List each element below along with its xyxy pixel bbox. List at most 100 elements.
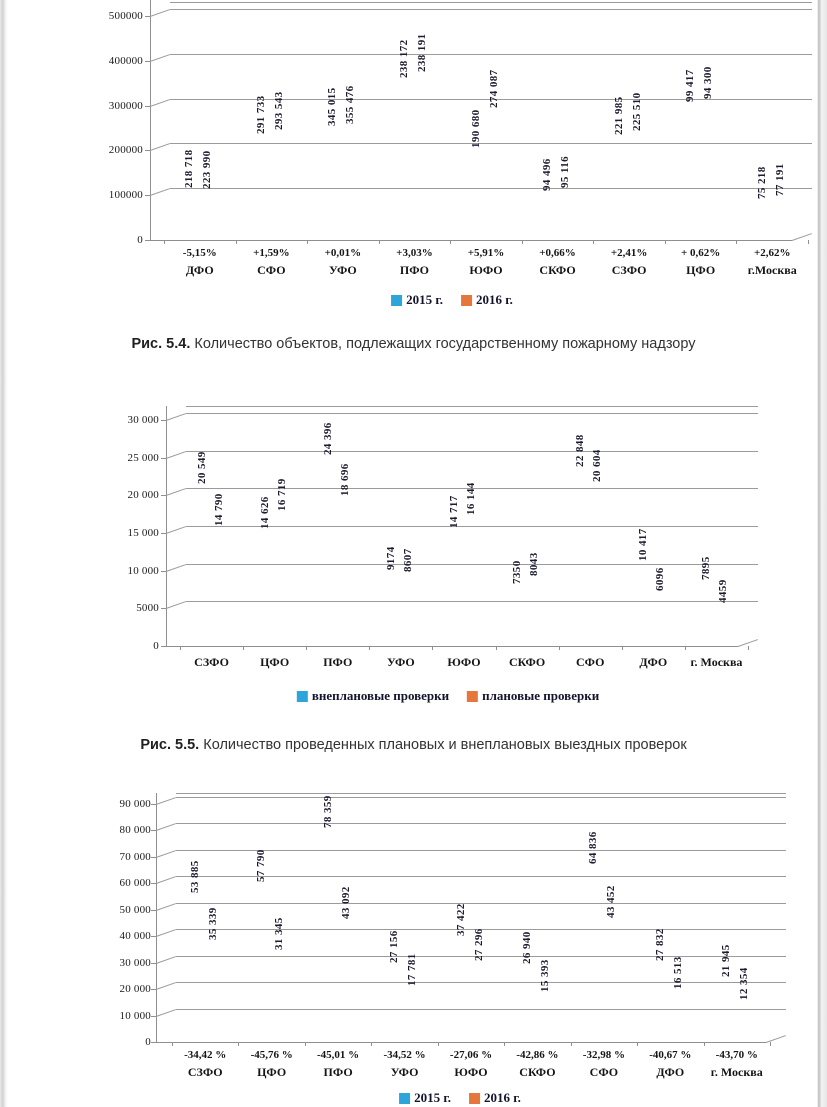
- bar-value-label: 9174: [384, 546, 397, 570]
- gridline: [176, 955, 786, 957]
- x-axis-category-tick: [808, 240, 809, 244]
- y-tick-label: 400000: [108, 54, 143, 67]
- legend-item: 2016 г.: [461, 292, 513, 308]
- bar-value-label: 291 733: [254, 94, 267, 134]
- bar-value-label: 37 422: [454, 903, 467, 937]
- category-change-percent-label: +1,59%: [253, 247, 290, 259]
- x-axis-category-tick: [369, 646, 371, 650]
- bar-2016 г.: [485, 115, 502, 238]
- category-label: ДФО: [185, 263, 214, 277]
- legend-item: 2015 г.: [399, 1090, 451, 1106]
- y-tick-label: 300000: [108, 99, 143, 112]
- x-axis-category-tick: [164, 240, 165, 244]
- bar-2016 г.: [628, 138, 645, 238]
- bar-value-label: 24 396: [321, 422, 334, 456]
- x-axis-category-tick: [172, 1042, 173, 1046]
- bar-2015 г.: [684, 109, 701, 240]
- x-axis-category-tick: [504, 1042, 506, 1046]
- legend-item: плановые проверки: [467, 688, 599, 704]
- bar-2016 г.: [271, 957, 288, 1040]
- gridline: [176, 876, 786, 878]
- bar-плановые проверки: [463, 522, 479, 644]
- bar-плановые проверки: [211, 533, 227, 644]
- category-change-percent-label: -34,52 %: [383, 1049, 426, 1061]
- bar-2015 г.: [469, 155, 486, 240]
- bar-value-label: 4459: [717, 579, 730, 604]
- bar-2016 г.: [199, 196, 216, 238]
- gridline-depth-connector: [149, 143, 171, 152]
- bar-value-label: 7350: [511, 560, 524, 584]
- y-axis-tick: [161, 457, 166, 459]
- figure-caption-5-5: Рис. 5.5. Количество проведенных плановы…: [0, 737, 827, 753]
- bar-value-label: 20 604: [591, 449, 604, 482]
- bar-2015 г.: [653, 968, 670, 1042]
- category-change-percent-label: +2,41%: [610, 247, 648, 259]
- floor-right-depth-edge: [765, 1035, 787, 1043]
- x-axis-category-tick: [593, 240, 595, 244]
- x-axis-category-tick: [495, 646, 497, 650]
- gridline: [170, 143, 812, 145]
- y-tick-label: 30 000: [119, 956, 151, 969]
- x-axis-category-tick: [637, 1042, 639, 1046]
- bar-2016 г.: [413, 79, 430, 238]
- bar-value-label: 12 354: [738, 967, 751, 1001]
- legend-label: плановые проверки: [482, 688, 600, 703]
- bar-2016 г.: [404, 993, 421, 1040]
- bar-плановые проверки: [715, 610, 731, 644]
- category-label: ПФО: [323, 1065, 353, 1079]
- category-label: УФО: [387, 655, 415, 669]
- y-tick-label: 100000: [108, 189, 143, 202]
- y-axis-tick: [151, 1015, 156, 1017]
- bar-2015 г.: [720, 984, 737, 1042]
- gridline-depth-connector: [165, 488, 187, 497]
- bar-value-label: 77 191: [773, 163, 786, 197]
- y-tick-label: 30 000: [127, 414, 159, 426]
- gridline: [170, 98, 812, 100]
- bar-2016 г.: [342, 131, 359, 238]
- figure-label: Рис. 5.4.: [131, 336, 191, 352]
- bar-внеплановые проверки: [259, 536, 275, 646]
- figure-caption-text: Количество проведенных плановых и внепла…: [199, 737, 687, 753]
- bar-value-label: 221 985: [612, 96, 625, 135]
- x-axis-category-tick: [664, 240, 666, 244]
- chart-legend: 2015 г. 2016 г.: [391, 292, 513, 308]
- x-axis-category-tick: [770, 1042, 771, 1046]
- gridline-depth-connector: [165, 601, 187, 610]
- gridline: [176, 1008, 786, 1010]
- bar-value-label: 14 790: [212, 492, 225, 526]
- x-axis-category-tick: [371, 1042, 373, 1046]
- y-axis-line: [166, 406, 167, 646]
- bar-value-label: 20 549: [195, 451, 208, 485]
- bar-2016 г.: [736, 1007, 753, 1040]
- bar-value-label: 293 543: [272, 91, 285, 130]
- category-change-percent-label: +2,62%: [753, 247, 791, 259]
- bar-value-label: 43 452: [605, 885, 618, 919]
- category-label: ЮФО: [454, 1065, 488, 1079]
- x-axis-category-tick: [437, 1042, 439, 1046]
- category-change-percent-label: -32,98 %: [582, 1049, 625, 1061]
- bar-внеплановые проверки: [196, 491, 212, 646]
- gridline-depth-connector: [149, 98, 171, 107]
- y-tick-label: 10 000: [127, 564, 159, 577]
- y-axis-tick: [151, 1042, 156, 1043]
- gridline: [186, 526, 758, 527]
- gridline-depth-connector: [155, 902, 177, 911]
- x-axis-category-tick: [180, 646, 181, 650]
- category-change-percent-label: -45,01 %: [317, 1049, 360, 1061]
- category-label: ЦФО: [260, 655, 290, 669]
- bar-плановые проверки: [274, 518, 290, 644]
- category-label: ЮФО: [447, 655, 481, 669]
- legend-swatch: [467, 690, 479, 702]
- bar-плановые проверки: [589, 489, 605, 644]
- category-change-percent-label: + 0,62%: [681, 247, 721, 259]
- gridline: [170, 188, 812, 190]
- bar-value-label: 238 191: [415, 33, 428, 72]
- bar-value-label: 27 156: [388, 930, 401, 964]
- category-label: СЗФО: [194, 655, 229, 669]
- bar-value-label: 26 940: [520, 931, 533, 964]
- figure-caption-5-4: Рис. 5.4. Количество объектов, подлежащи…: [0, 336, 827, 352]
- gridline-depth-connector: [165, 413, 187, 421]
- y-tick-label: 20 000: [127, 489, 159, 502]
